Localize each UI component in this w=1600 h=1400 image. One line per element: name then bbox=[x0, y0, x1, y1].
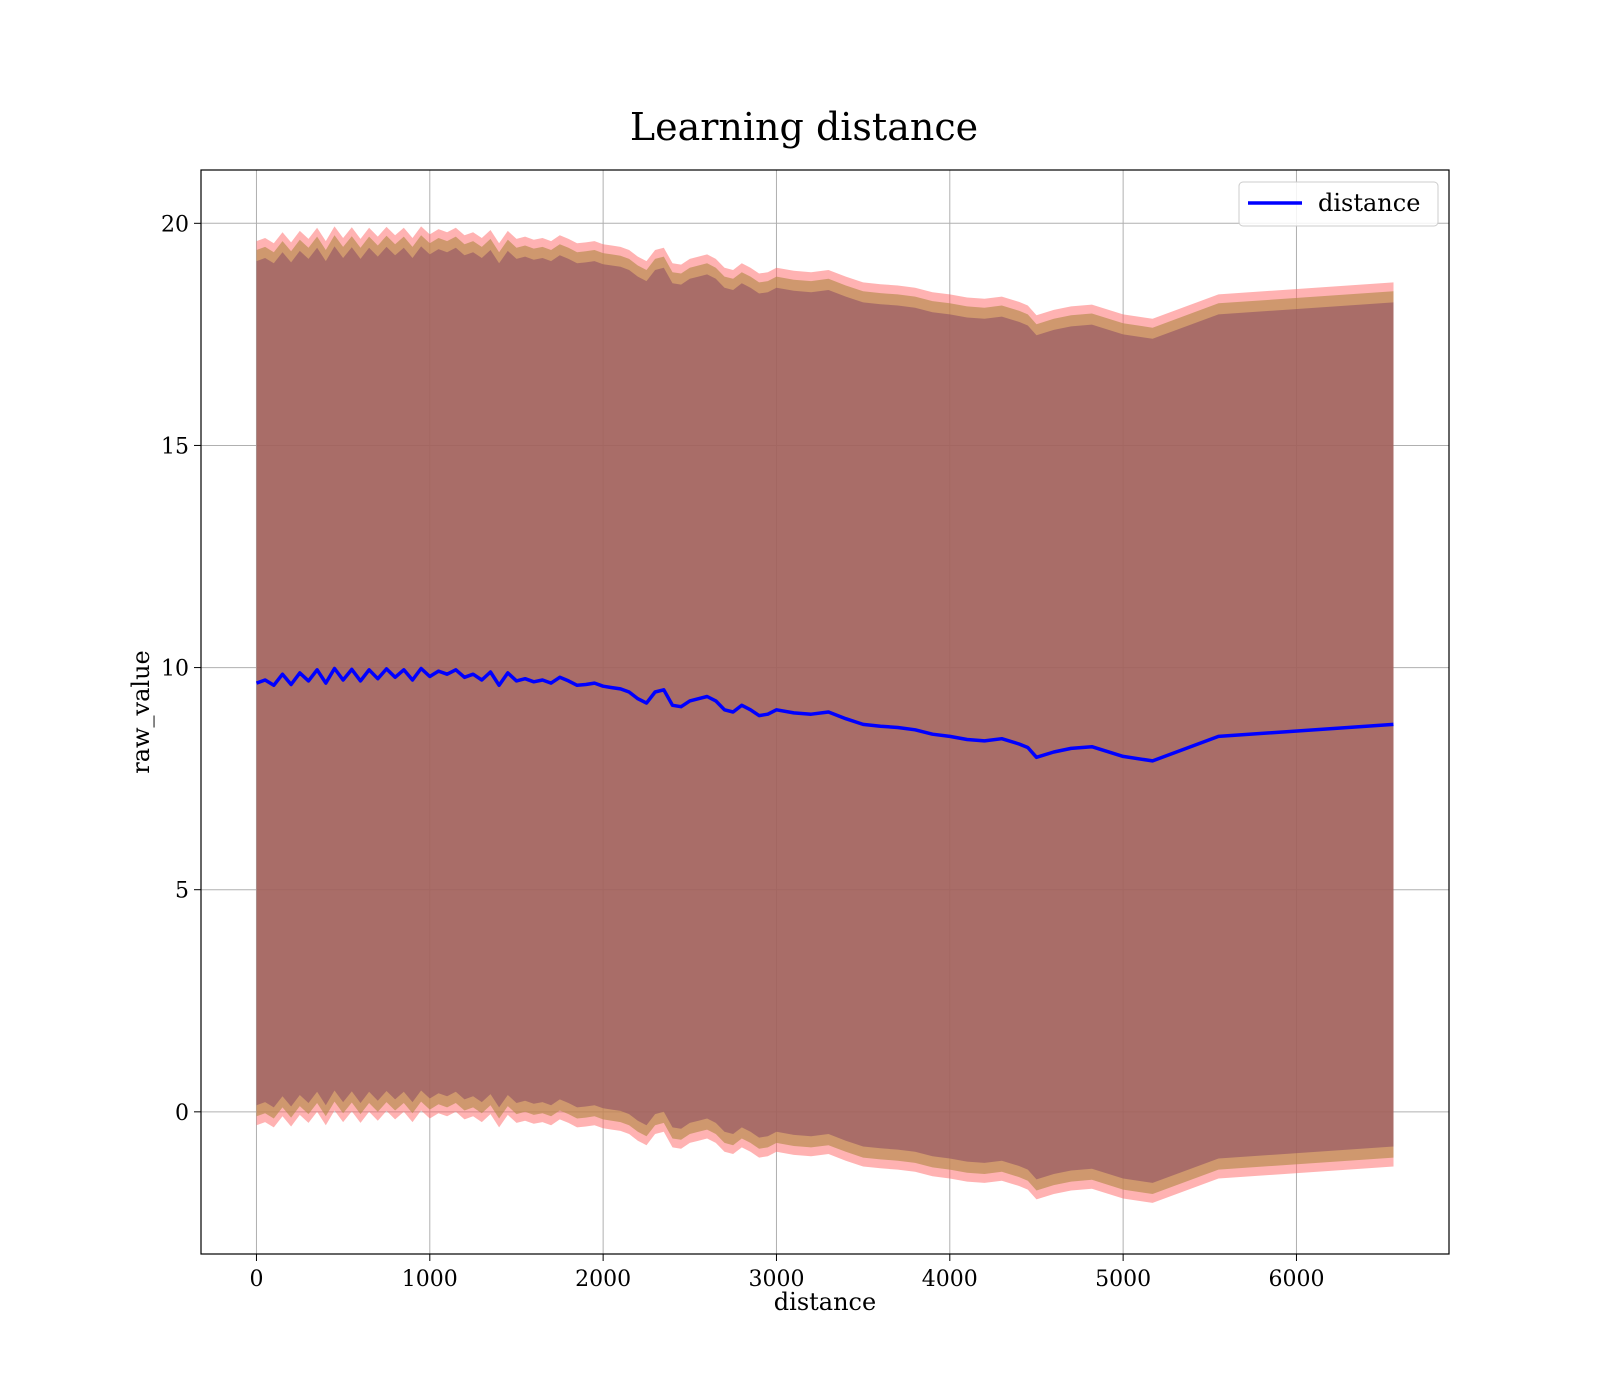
series-lines bbox=[255, 666, 1394, 763]
y-tick-label: 20 bbox=[161, 212, 189, 237]
confidence-bands bbox=[256, 226, 1394, 1203]
legend-box bbox=[1238, 181, 1439, 227]
x-tick-label: 4000 bbox=[922, 1267, 978, 1292]
plot-frame bbox=[200, 169, 1450, 1255]
y-tick-label: 5 bbox=[175, 879, 189, 904]
x-tick-label: 6000 bbox=[1268, 1267, 1324, 1292]
y-tick-label: 0 bbox=[175, 1101, 189, 1126]
x-tick-label: 0 bbox=[249, 1267, 263, 1292]
y-axis-label: raw_value bbox=[127, 650, 155, 774]
y-tick-label: 15 bbox=[161, 434, 189, 459]
x-tick-label: 3000 bbox=[748, 1267, 804, 1292]
y-axis-ticks: 0 5 10 15 20 bbox=[161, 212, 201, 1126]
chart-title: Learning distance bbox=[630, 105, 978, 149]
legend: distance bbox=[1238, 181, 1439, 227]
series-line-distance bbox=[255, 666, 1394, 763]
x-axis-label: distance bbox=[774, 1288, 876, 1316]
x-tick-label: 2000 bbox=[575, 1267, 631, 1292]
y-tick-label: 10 bbox=[161, 657, 189, 682]
x-tick-label: 1000 bbox=[402, 1267, 458, 1292]
legend-entry-distance: distance bbox=[1318, 189, 1420, 217]
confidence-band-2 bbox=[256, 246, 1394, 1183]
x-axis-ticks: 0 1000 2000 3000 4000 5000 6000 bbox=[249, 1254, 1324, 1292]
x-tick-label: 5000 bbox=[1095, 1267, 1151, 1292]
